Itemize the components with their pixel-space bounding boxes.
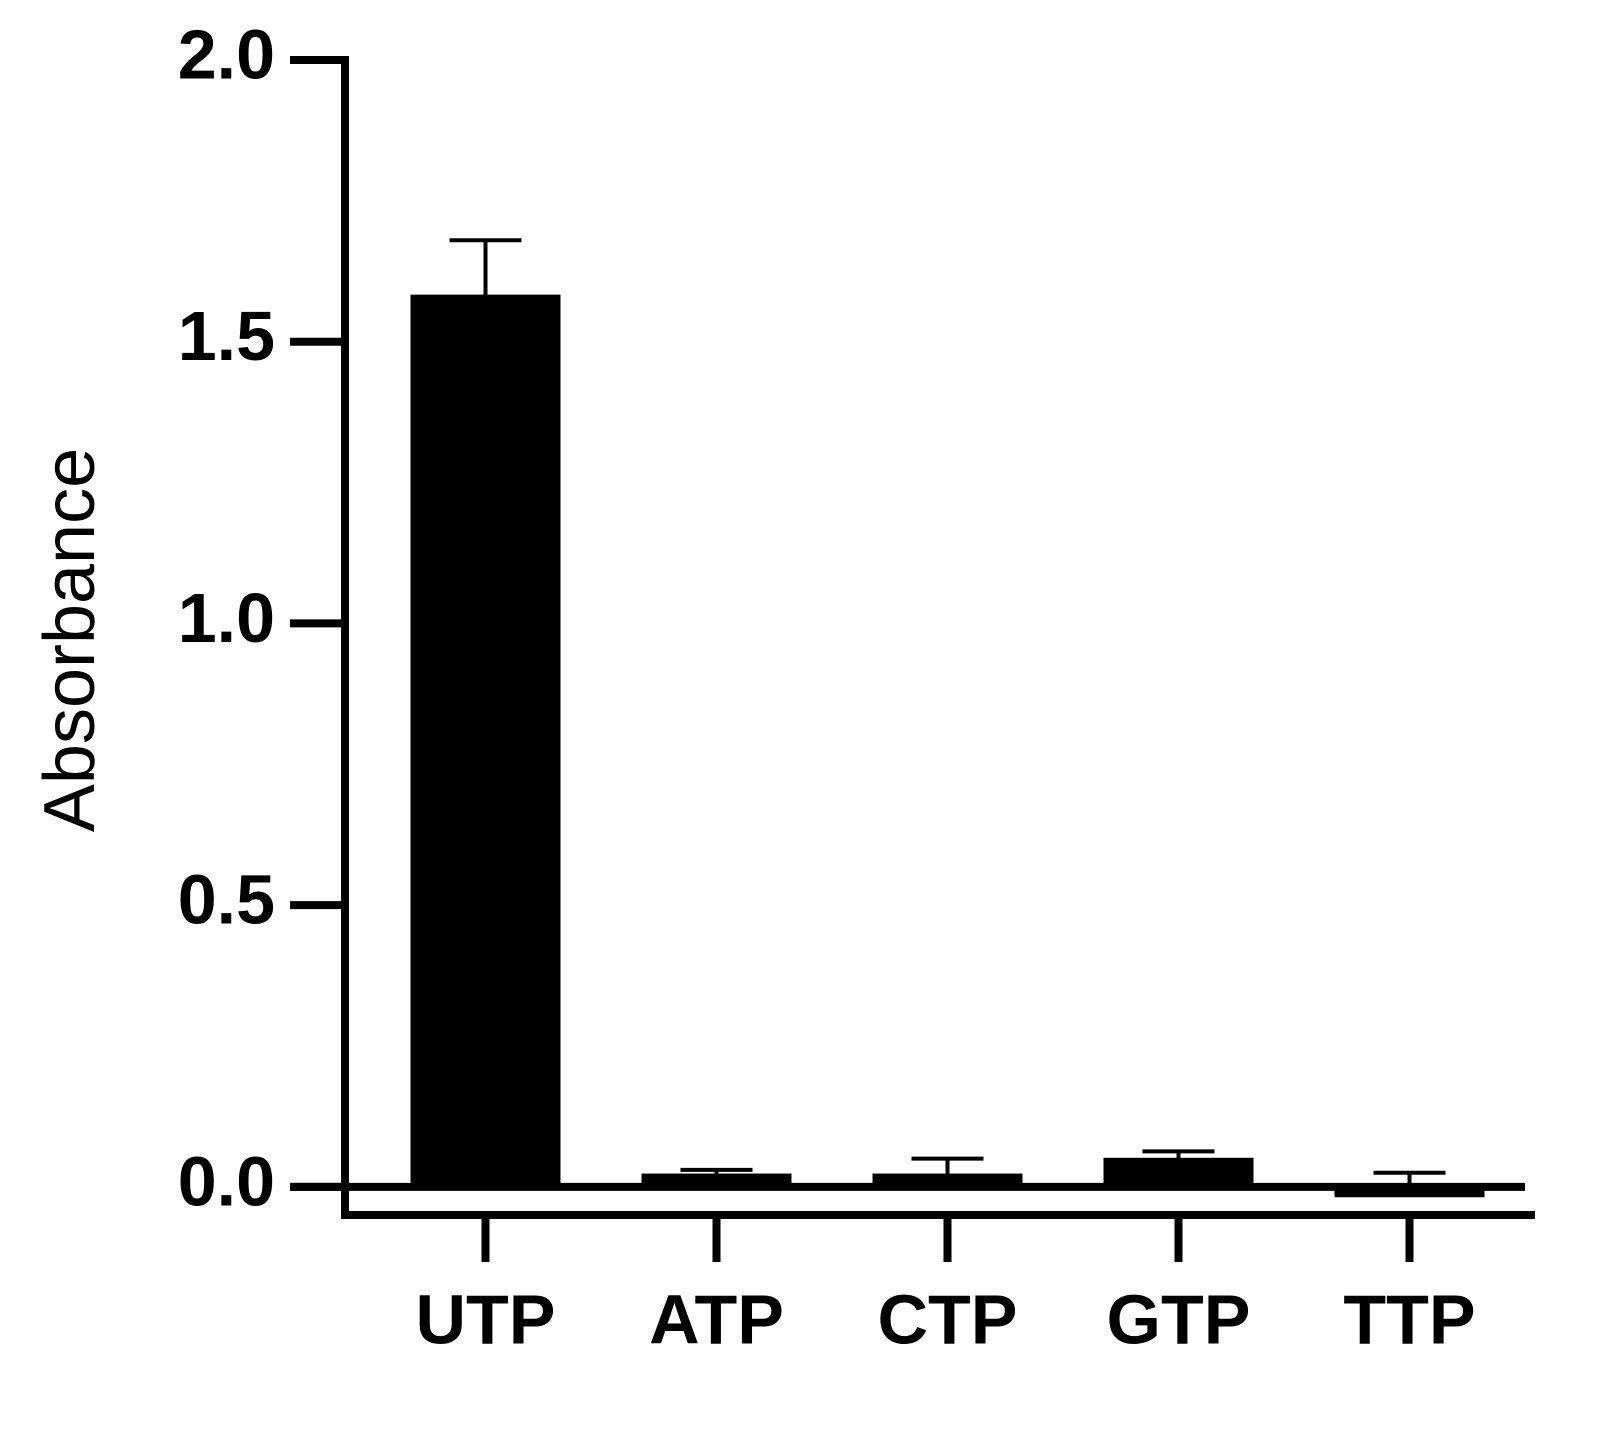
- x-tick-label: TTP: [1343, 1280, 1475, 1358]
- error-bar: [680, 1167, 753, 1176]
- x-tick-label: CTP: [878, 1280, 1018, 1358]
- x-tick-label: UTP: [416, 1280, 556, 1358]
- bar: [1103, 1157, 1254, 1189]
- bar: [872, 1173, 1023, 1189]
- x-tick-label: ATP: [649, 1280, 784, 1358]
- y-tick-label: 2.0: [178, 15, 275, 93]
- y-axis-label: Absorbance: [30, 448, 110, 832]
- error-bar: [1373, 1170, 1446, 1196]
- y-tick-label: 1.0: [178, 579, 275, 657]
- y-tick-label: 0.0: [178, 1142, 275, 1220]
- error-bar: [911, 1156, 984, 1176]
- error-bar: [1142, 1149, 1215, 1160]
- bar: [641, 1173, 792, 1189]
- bar: [410, 294, 561, 1189]
- y-tick-label: 1.5: [178, 297, 275, 375]
- y-tick-label: 0.5: [178, 861, 275, 939]
- error-bar: [449, 238, 522, 297]
- x-tick-label: GTP: [1107, 1280, 1251, 1358]
